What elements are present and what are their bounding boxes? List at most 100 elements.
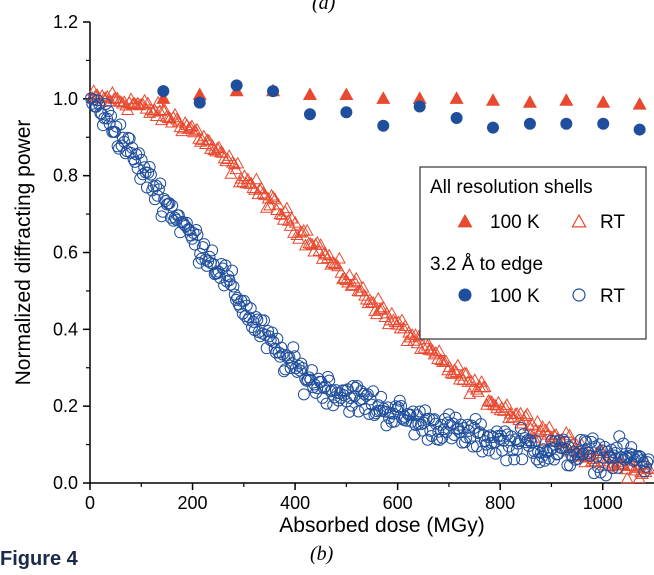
rt-edge-point (99, 98, 112, 111)
rt-edge-point (154, 177, 167, 190)
rt-all-shells-point (549, 427, 563, 440)
rt-edge-point (413, 405, 426, 418)
rt-all-shells-point (344, 279, 358, 291)
rt-edge-point (226, 264, 239, 277)
rt-edge-point (122, 131, 135, 144)
rt-all-shells-point (182, 122, 196, 134)
rt-edge-point (606, 462, 619, 475)
rt-edge-point (593, 438, 606, 451)
rt-edge-point (490, 425, 503, 438)
rt-edge-point (635, 454, 648, 467)
rt-edge-point (568, 445, 581, 458)
rt-all-shells-point (227, 157, 241, 170)
rt-edge-point (388, 415, 401, 428)
rt-edge-point (588, 467, 601, 480)
rt-all-shells-point (314, 238, 328, 250)
legend-marker-100k-edge (458, 288, 472, 302)
rt-edge-point (152, 183, 165, 196)
rt-all-shells-point (424, 342, 438, 354)
100k-edge-point (193, 96, 206, 109)
rt-edge-point (172, 209, 185, 222)
x-tick-label: 0 (85, 493, 95, 513)
x-tick-label: 800 (485, 493, 515, 513)
rt-all-shells-point (417, 341, 431, 353)
rt-all-shells-point (212, 140, 226, 153)
rt-edge-point (293, 364, 306, 377)
rt-all-shells-point (300, 223, 314, 236)
100k-edge-point (597, 117, 610, 130)
rt-edge-point (223, 274, 236, 287)
rt-edge-point (143, 160, 156, 173)
rt-all-shells-point (249, 172, 263, 185)
rt-all-shells-point (315, 252, 329, 264)
rt-all-shells-point (298, 238, 312, 251)
rt-all-shells-point (517, 413, 531, 426)
rt-edge-point (166, 199, 179, 212)
legend-label-100k-edge: 100 K (490, 286, 540, 307)
rt-edge-point (595, 444, 608, 457)
rt-all-shells-point (271, 197, 285, 210)
rt-edge-point (224, 278, 237, 291)
rt-edge-point (391, 403, 404, 416)
rt-edge-point (450, 423, 463, 436)
rt-edge-point (104, 109, 117, 122)
rt-all-shells-point (153, 104, 167, 116)
100k-edge-point (450, 112, 463, 125)
x-tick-label: 400 (280, 493, 310, 513)
rt-all-shells-point (464, 374, 478, 387)
rt-edge-point (393, 394, 406, 407)
rt-edge-point (461, 418, 474, 431)
100k-all-shells-point (522, 95, 537, 108)
rt-edge-point (360, 389, 373, 402)
rt-all-shells-point (407, 333, 421, 346)
100k-all-shells-point (485, 93, 501, 106)
rt-edge-point (188, 238, 201, 251)
rt-edge-point (510, 443, 523, 456)
rt-all-shells-point (508, 407, 522, 420)
rt-edge-point (586, 432, 599, 445)
rt-edge-point (437, 423, 450, 436)
rt-edge-point (537, 443, 550, 456)
rt-edge-point (516, 453, 529, 466)
rt-all-shells-point (500, 398, 514, 410)
series-100k (156, 79, 647, 136)
rt-edge-point (111, 140, 124, 153)
y-tick-label: 1.2 (53, 12, 78, 32)
rt-edge-point (363, 407, 376, 420)
rt-edge-point (514, 422, 527, 435)
rt-edge-point (578, 434, 591, 447)
rt-edge-point (639, 460, 652, 473)
rt-all-shells-point (475, 375, 489, 387)
rt-edge-point (570, 448, 583, 461)
rt-edge-point (638, 465, 651, 478)
rt-all-shells-point (244, 176, 258, 189)
x-tick-label: 1000 (583, 493, 623, 513)
legend-label-100k-all: 100 K (490, 212, 540, 233)
rt-all-shells-point (137, 93, 152, 106)
rt-edge-point (524, 434, 537, 447)
rt-edge-point (466, 440, 479, 453)
rt-all-shells-point (236, 175, 250, 187)
rt-edge-point (123, 132, 136, 145)
rt-all-shells-point (187, 125, 201, 138)
rt-edge-point (375, 390, 388, 403)
rt-edge-point (100, 112, 113, 125)
series-edge-rt (85, 92, 654, 482)
rt-all-shells-point (280, 201, 294, 214)
figure-label: Figure 4 (0, 548, 78, 570)
y-tick-label: 0.6 (53, 243, 78, 263)
rt-edge-point (343, 405, 356, 418)
rt-all-shells-point (349, 271, 363, 284)
rt-edge-point (607, 449, 620, 462)
rt-edge-point (284, 361, 297, 374)
rt-all-shells-point (295, 225, 309, 238)
rt-edge-point (97, 119, 110, 132)
rt-edge-point (395, 399, 408, 412)
rt-edge-point (231, 292, 244, 305)
rt-all-shells-point (254, 181, 268, 194)
rt-edge-point (242, 313, 255, 326)
rt-edge-point (163, 197, 176, 210)
rt-edge-point (164, 211, 177, 224)
rt-edge-point (336, 384, 349, 397)
rt-all-shells-point (171, 114, 185, 127)
